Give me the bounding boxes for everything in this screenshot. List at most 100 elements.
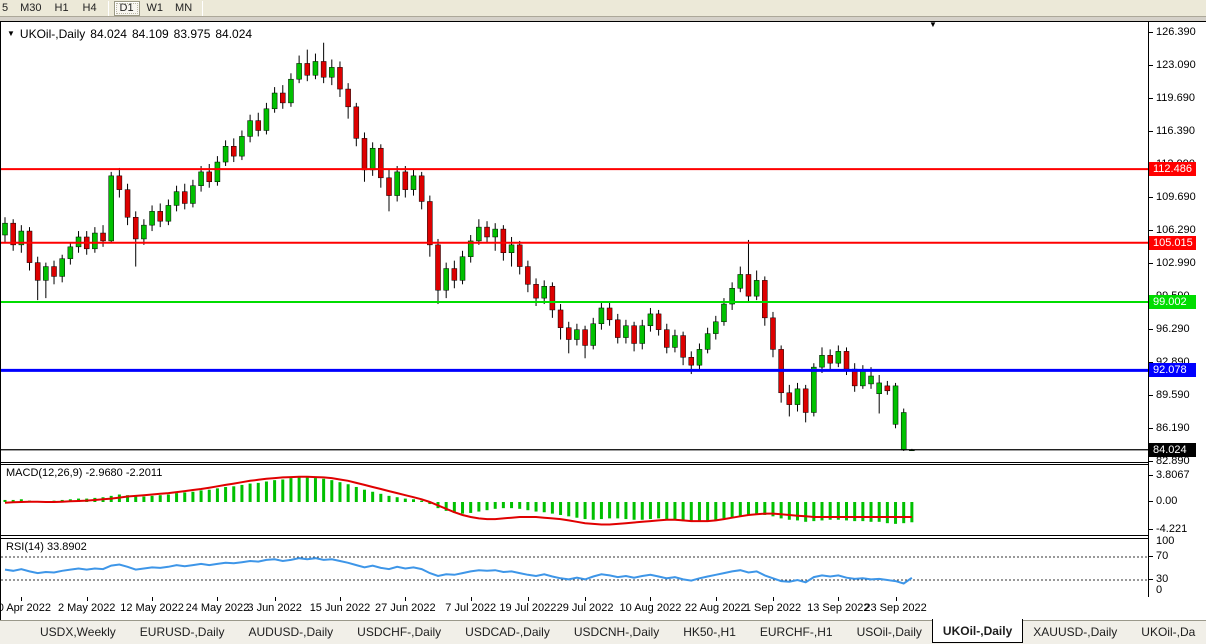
price-pane[interactable]: [1, 23, 1148, 462]
timeframe-button-D1[interactable]: D1: [113, 0, 140, 16]
candle-body: [222, 146, 229, 163]
tab-eurusd-daily[interactable]: EURUSD-,Daily: [139, 625, 225, 639]
timeframe-toolbar: 5 M30 H1 H4 D1 W1 MN: [0, 0, 1206, 17]
candle-body: [500, 228, 507, 254]
candle-body: [745, 274, 752, 297]
macd-pane[interactable]: [1, 464, 1148, 534]
tab-xauusd-daily[interactable]: XAUUSD-,Daily: [1033, 625, 1118, 639]
macd-tick: [1149, 501, 1153, 502]
candle-body: [132, 217, 139, 240]
tab-ukoil-daily[interactable]: UKOil-,Daily: [931, 618, 1024, 643]
pane-divider[interactable]: [1, 462, 1206, 463]
candle-body: [361, 138, 368, 171]
date-label: 2 May 2022: [57, 602, 116, 614]
price-tick-label: 102.990: [1156, 256, 1196, 269]
chart-shift-marker-icon[interactable]: ▼: [929, 20, 937, 29]
date-tick: [21, 597, 23, 601]
tab-eurchf-h1[interactable]: EURCHF-,H1: [759, 625, 833, 639]
price-tick: [1149, 64, 1153, 66]
candle-body: [655, 313, 662, 330]
candle-body: [181, 191, 188, 204]
candle-body: [149, 211, 155, 226]
candle-body: [680, 335, 686, 358]
date-tick: [217, 597, 219, 601]
chart-open-value: 84.024: [90, 27, 127, 41]
candle-body: [802, 388, 809, 413]
timeframe-button-M30[interactable]: M30: [20, 2, 42, 14]
candle-body: [165, 205, 172, 222]
pane-divider[interactable]: [1, 535, 1206, 536]
candle-body: [476, 226, 482, 242]
candle-body: [876, 382, 882, 395]
macd-tick-label: 0.00: [1156, 495, 1178, 507]
timeframe-button-H4[interactable]: H4: [82, 2, 97, 14]
date-label: 24 May 2022: [185, 602, 250, 614]
tab-usdcnh-daily[interactable]: USDCNH-,Daily: [573, 625, 660, 639]
candle-body: [704, 333, 711, 350]
chart-dropdown-icon[interactable]: ▼: [7, 29, 15, 38]
candle-body: [835, 351, 842, 364]
candle-body: [92, 232, 98, 250]
date-tick: [86, 597, 88, 601]
candle-body: [762, 280, 768, 319]
price-tick: [1149, 31, 1153, 33]
tab-hk50-h1[interactable]: HK50-,H1: [683, 625, 736, 639]
candle-body: [688, 357, 695, 366]
macd-tick-label: 3.8067: [1156, 469, 1190, 481]
candle-body: [811, 366, 817, 413]
candle-body: [615, 319, 621, 338]
candle-body: [353, 106, 360, 139]
timeframe-button-W1[interactable]: W1: [146, 2, 164, 14]
tab-audusd-daily[interactable]: AUDUSD-,Daily: [248, 625, 334, 639]
price-tick-label: 109.690: [1156, 190, 1196, 203]
date-tick: [339, 597, 341, 601]
tab-usdchf-daily[interactable]: USDCHF-,Daily: [357, 625, 442, 639]
price-tick-label: 96.290: [1156, 322, 1190, 335]
candle-body: [574, 329, 580, 340]
candle-body: [737, 274, 744, 289]
rsi-pane[interactable]: [1, 538, 1148, 597]
tab-usoil-daily[interactable]: USOil-,Daily: [856, 625, 922, 639]
candle-body: [819, 355, 825, 368]
date-label: 3 Jun 2022: [247, 602, 302, 614]
candle-body: [198, 171, 204, 186]
candle-body: [557, 309, 564, 328]
date-label: 13 Sep 2022: [807, 602, 870, 614]
date-label: 29 Jul 2022: [556, 602, 614, 614]
candle-body: [378, 147, 384, 179]
price-tick-label: 119.690: [1156, 92, 1195, 105]
tab-ukoil-da[interactable]: UKOil-,Da: [1141, 625, 1196, 639]
timeframe-button-H1[interactable]: H1: [54, 2, 69, 14]
rsi-tick-label: 0: [1156, 584, 1163, 596]
candle-body: [288, 78, 294, 104]
candle-body: [639, 325, 646, 344]
candle-body: [606, 307, 613, 321]
price-tick: [1149, 130, 1153, 132]
price-tick-label: 106.290: [1156, 224, 1196, 237]
candle-body: [67, 246, 74, 259]
candle-body: [337, 67, 343, 90]
candle-body: [296, 63, 302, 80]
price-axis[interactable]: 126.390123.090119.690116.390112.990109.6…: [1149, 22, 1206, 597]
candle-body: [304, 63, 311, 76]
candle-body: [435, 244, 441, 291]
candle-body: [672, 335, 678, 348]
candle-body: [271, 92, 278, 110]
timeframe-button-MN[interactable]: MN: [175, 2, 193, 14]
candle-body: [116, 175, 123, 190]
rsi-tick-label: 70: [1156, 550, 1169, 562]
candle-body: [598, 307, 605, 325]
date-tick: [650, 597, 652, 601]
tab-usdcad-daily[interactable]: USDCAD-,Daily: [465, 625, 550, 639]
candle-body: [516, 244, 523, 267]
candle-body: [884, 385, 891, 392]
tab-usdx-weekly[interactable]: USDX,Weekly: [40, 625, 116, 639]
candle-body: [51, 266, 57, 277]
candle-body: [549, 286, 556, 311]
chart-title: ▼ UKOil-,Daily 84.024 84.109 83.975 84.0…: [7, 27, 252, 41]
candle-body: [418, 175, 425, 202]
candle-body: [508, 244, 515, 254]
date-label: 12 May 2022: [120, 602, 184, 614]
timeframe-button-5[interactable]: 5: [2, 2, 9, 14]
